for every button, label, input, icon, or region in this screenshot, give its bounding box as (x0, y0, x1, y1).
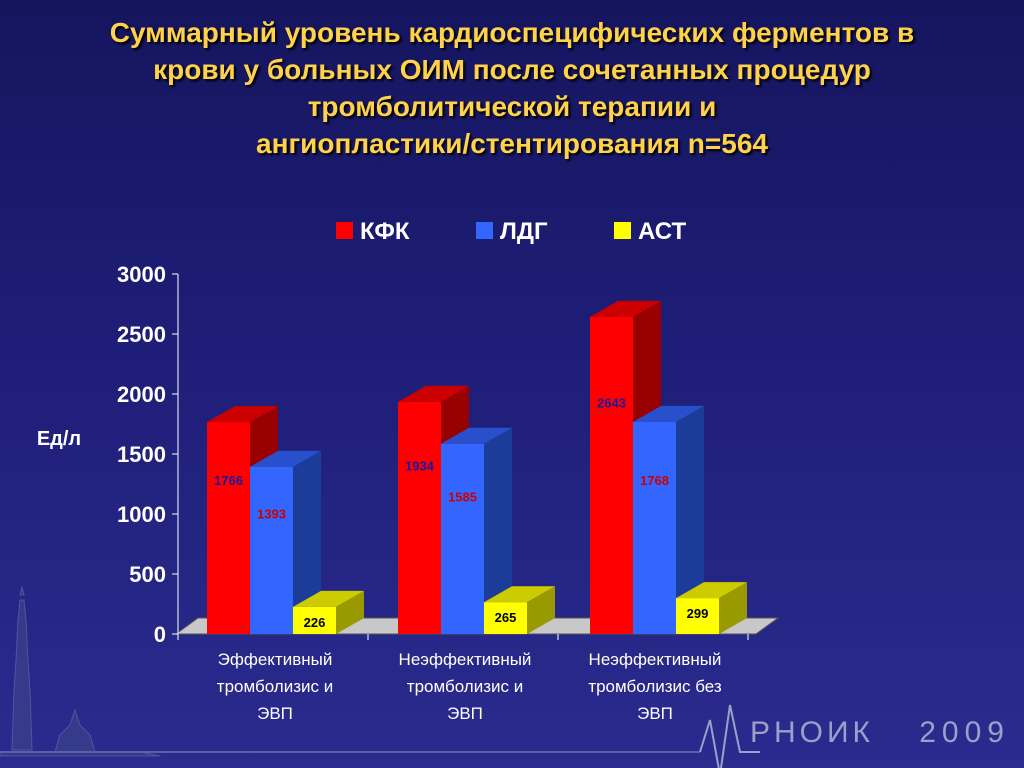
legend-label: КФК (360, 218, 410, 245)
legend-label: ЛДГ (500, 218, 548, 245)
title-line-3: тромболитической терапии и (307, 91, 717, 122)
brand-name: РНОИК (749, 716, 874, 749)
x-tick-label: ЭВП (257, 704, 293, 723)
legend-swatch (614, 222, 631, 239)
tower-silhouette-icon (0, 586, 161, 757)
bar-top (250, 450, 321, 467)
bar-top (441, 427, 512, 444)
y-tick-label: 1000 (117, 502, 166, 527)
page-title: Суммарный уровень кардиоспецифических фе… (0, 14, 1024, 162)
data-label: 1766 (214, 473, 243, 488)
y-tick-label: 3000 (117, 262, 166, 287)
bar (398, 401, 441, 634)
bar (590, 316, 633, 634)
y-tick-label: 500 (129, 562, 166, 587)
legend-swatch (476, 222, 493, 239)
legend-swatch (336, 222, 353, 239)
x-tick-label: тромболизис и (217, 677, 333, 696)
bar-top (398, 385, 469, 402)
bar-top (207, 406, 278, 423)
bar-side (336, 590, 364, 634)
y-tick-label: 0 (154, 622, 166, 647)
bar-side (484, 427, 512, 634)
data-label: 265 (495, 610, 517, 625)
bar-top (633, 405, 704, 422)
bar-top (293, 590, 364, 607)
legend-label: АСТ (638, 218, 686, 245)
x-tick-label: тромболизис и (407, 677, 523, 696)
x-tick-label: Неэффективный (589, 650, 722, 669)
x-tick-label: ЭВП (447, 704, 483, 723)
bar-top (484, 586, 555, 603)
data-label: 1393 (257, 506, 286, 521)
x-tick-label: Эффективный (218, 650, 333, 669)
bar-side (676, 405, 704, 634)
title-line-2: крови у больных ОИМ после сочетанных про… (153, 54, 871, 85)
x-tick-label: тромболизис без (588, 677, 722, 696)
data-label: 1934 (405, 458, 435, 473)
bar (441, 443, 484, 634)
y-tick-label: 2000 (117, 382, 166, 407)
bar (484, 602, 527, 634)
bar (676, 598, 719, 634)
bar (207, 422, 250, 634)
brand-year: 2009 (919, 716, 1010, 749)
data-label: 1768 (640, 473, 669, 488)
bar-top (590, 300, 661, 317)
x-tick-label: Неэффективный (399, 650, 532, 669)
x-tick-label: ЭВП (637, 704, 673, 723)
bar (250, 466, 293, 634)
bar-side (719, 582, 747, 634)
data-label: 1585 (448, 489, 477, 504)
ekg-pulse (699, 704, 760, 768)
bar-side (527, 586, 555, 634)
bar (293, 606, 336, 634)
data-label: 226 (304, 615, 326, 630)
bar (633, 421, 676, 634)
bar-top (676, 582, 747, 599)
title-line-4: ангиопластики/стентирования n=564 (256, 128, 768, 159)
data-label: 299 (687, 606, 709, 621)
y-axis-label: Ед/л (37, 428, 81, 450)
y-tick-label: 1500 (117, 442, 166, 467)
title-line-1: Суммарный уровень кардиоспецифических фе… (109, 17, 915, 48)
bar-side (293, 450, 321, 634)
y-tick-label: 2500 (117, 322, 166, 347)
data-label: 2643 (597, 395, 626, 410)
